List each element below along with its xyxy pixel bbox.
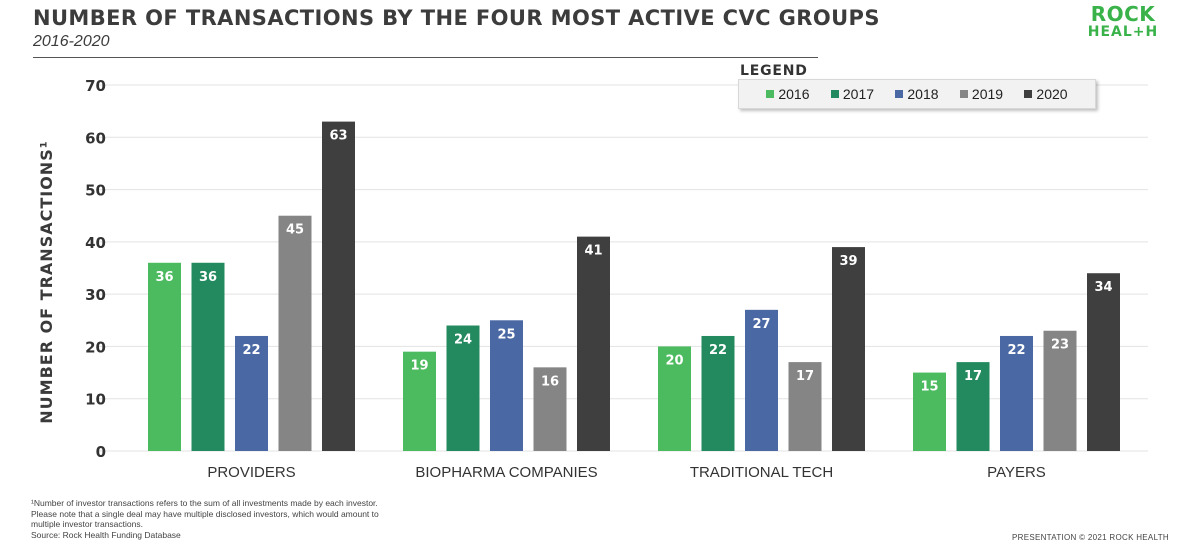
legend-label: 2020 (1036, 86, 1068, 102)
bar-2016 (913, 372, 946, 451)
bar-value-label: 63 (329, 129, 347, 144)
y-tick-label: 40 (85, 234, 106, 252)
bar-value-label: 36 (199, 270, 217, 285)
y-tick-label: 60 (85, 129, 106, 147)
bar-value-label: 19 (410, 359, 428, 374)
bar-2016 (148, 262, 181, 451)
chart-subtitle: 2016-2020 (33, 33, 110, 50)
x-category-label: TRADITIONAL TECH (690, 464, 833, 481)
footnote: ¹Number of investor transactions refers … (31, 498, 401, 540)
legend-label: 2019 (971, 86, 1004, 102)
legend-swatch (895, 90, 904, 98)
bar-value-label: 20 (665, 353, 683, 368)
y-tick-label: 50 (85, 182, 106, 200)
y-tick-label: 10 (85, 391, 106, 409)
bar-2018 (235, 335, 268, 451)
bar-2020 (577, 236, 610, 451)
legend-swatch (959, 90, 968, 98)
bar-value-label: 16 (541, 374, 559, 389)
legend-item-2018: 2018 (895, 86, 939, 102)
x-category-label: PROVIDERS (207, 464, 295, 481)
bar-value-label: 22 (242, 343, 260, 358)
legend-item-2017: 2017 (830, 86, 875, 102)
legend-item-2016: 2016 (766, 86, 810, 102)
bar-value-label: 25 (497, 327, 515, 342)
copyright: PRESENTATION © 2021 ROCK HEALTH (1011, 533, 1169, 542)
bar-2019 (278, 215, 312, 451)
legend: 2016 2017 2018 2019 2020 (738, 79, 1096, 109)
bar-2017 (956, 362, 990, 451)
y-axis-ticks: 0 10 20 30 40 50 60 70 (85, 77, 106, 461)
y-axis-label: NUMBER OF TRANSACTIONS¹ (37, 140, 56, 423)
source-text: Source: Rock Health Funding Database (31, 529, 181, 540)
logo-line-1: ROCK (1090, 2, 1156, 26)
x-category-label: BIOPHARMA COMPANIES (415, 464, 597, 481)
logo-line-2: HEAL+H (1087, 24, 1159, 40)
bar-2017 (191, 262, 225, 451)
bar-2020 (832, 247, 865, 451)
chart-title: NUMBER OF TRANSACTIONS BY THE FOUR MOST … (33, 6, 880, 30)
title-divider (33, 57, 818, 58)
bar-value-label: 36 (155, 270, 173, 285)
legend-title: LEGEND (740, 63, 808, 79)
footnote-text: ¹Number of investor transactions refers … (31, 498, 379, 529)
bar-value-label: 34 (1094, 280, 1112, 295)
bar-2018 (1000, 335, 1033, 451)
legend-item-2020: 2020 (1024, 86, 1068, 102)
bar-2016 (658, 346, 691, 451)
y-tick-label: 20 (85, 338, 106, 356)
bar-2019 (788, 362, 822, 451)
bar-value-label: 24 (454, 333, 472, 348)
bar-value-label: 22 (1007, 343, 1025, 358)
bar-value-label: 27 (752, 317, 770, 332)
rock-health-logo: ROCK HEAL+H (1085, 4, 1161, 39)
legend-swatch (830, 90, 839, 98)
bar-2018 (745, 309, 778, 451)
y-tick-label: 70 (85, 77, 106, 95)
bar-2019 (1043, 330, 1077, 451)
bar-2018 (490, 320, 523, 451)
bar-2017 (446, 325, 480, 451)
legend-label: 2017 (842, 86, 875, 102)
bar-2017 (701, 335, 735, 451)
legend-label: 2018 (907, 86, 939, 102)
bar-value-label: 45 (286, 223, 304, 238)
bar-2020 (1087, 273, 1120, 451)
bar-value-label: 17 (796, 369, 814, 384)
bar-2019 (533, 367, 567, 451)
bar-value-label: 22 (709, 343, 727, 358)
legend-label: 2016 (778, 86, 810, 102)
bar-value-label: 23 (1051, 338, 1069, 353)
x-category-label: PAYERS (987, 464, 1046, 481)
bars: 36 36 22 45 63 19 24 25 16 41 20 22 27 17 39 15 17 22 23 34 (148, 121, 1120, 451)
legend-item-2019: 2019 (959, 86, 1004, 102)
bar-value-label: 39 (839, 254, 857, 269)
bar-2016 (403, 351, 436, 451)
legend-swatch (766, 90, 775, 98)
y-tick-label: 0 (96, 443, 106, 461)
bar-value-label: 15 (920, 380, 938, 395)
bar-value-label: 41 (584, 244, 602, 259)
x-axis-categories: PROVIDERS BIOPHARMA COMPANIES TRADITIONAL … (207, 464, 1046, 481)
bar-2020 (322, 121, 355, 451)
y-tick-label: 30 (85, 286, 106, 304)
bar-value-label: 17 (964, 369, 982, 384)
legend-swatch (1024, 90, 1033, 98)
